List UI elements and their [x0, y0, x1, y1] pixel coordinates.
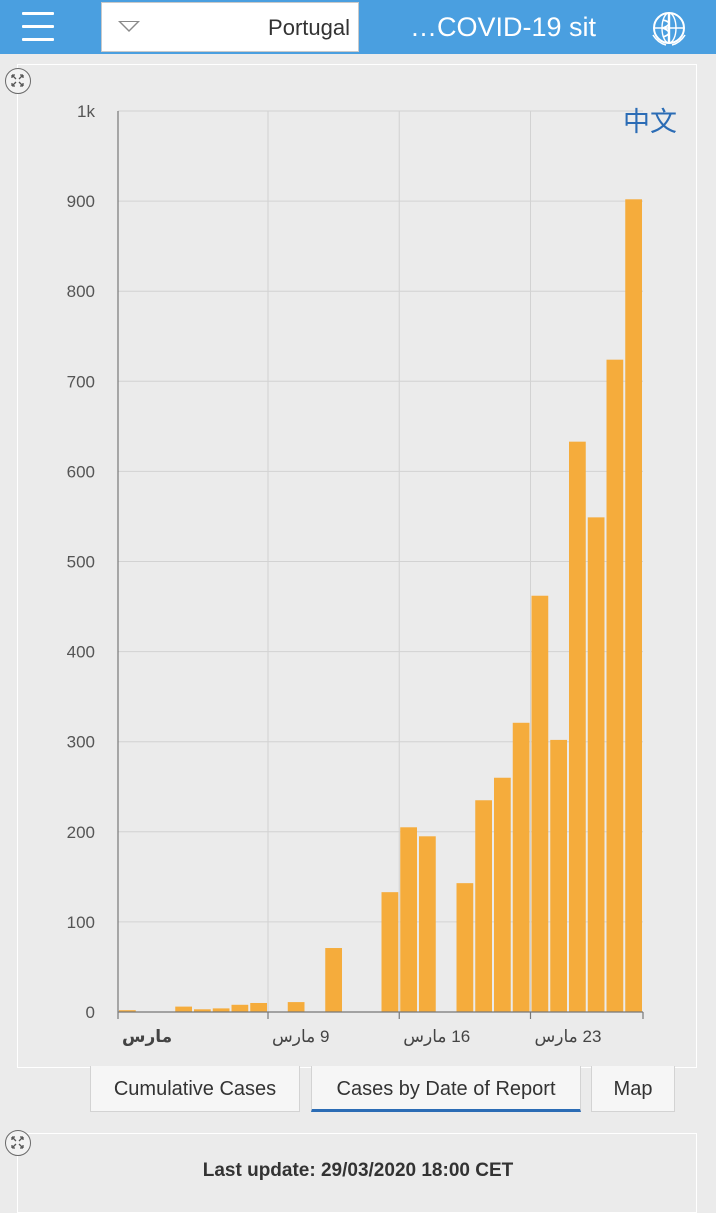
- bar[interactable]: [231, 1004, 249, 1012]
- y-tick-label: 900: [67, 192, 95, 211]
- bar[interactable]: [119, 1010, 136, 1012]
- bar[interactable]: [250, 1002, 267, 1012]
- hamburger-menu-icon[interactable]: [14, 10, 62, 44]
- bar[interactable]: [400, 827, 417, 1012]
- bar[interactable]: [494, 777, 511, 1012]
- bar[interactable]: [194, 1009, 211, 1012]
- bar[interactable]: [456, 883, 474, 1012]
- expand-arrows-icon[interactable]: [5, 68, 31, 94]
- country-select[interactable]: Portugal: [101, 2, 359, 52]
- chart-axes: [117, 111, 644, 1019]
- x-tick-label: 16 مارس: [403, 1027, 470, 1046]
- tab-cases-by-date-of-report[interactable]: Cases by Date of Report: [311, 1066, 581, 1112]
- chevron-down-icon: [118, 21, 140, 32]
- y-tick-label: 500: [67, 553, 95, 572]
- app-title: …COVID-19 sit: [410, 12, 597, 42]
- y-tick-label: 0: [86, 1003, 95, 1022]
- language-link-chinese[interactable]: 中文: [623, 107, 677, 138]
- bar[interactable]: [531, 595, 549, 1012]
- expand-arrows-icon[interactable]: [5, 1130, 31, 1156]
- bar[interactable]: [625, 199, 642, 1013]
- bar[interactable]: [325, 948, 342, 1012]
- country-select-value: Portugal: [268, 15, 350, 40]
- x-tick-label: مارس: [122, 1027, 172, 1046]
- y-tick-label: 800: [67, 282, 95, 301]
- tab-cumulative-cases[interactable]: Cumulative Cases: [90, 1066, 300, 1112]
- bar[interactable]: [287, 1002, 305, 1012]
- last-update-text: Last update: 29/03/2020 18:00 CET: [202, 1160, 514, 1181]
- bar[interactable]: [512, 722, 530, 1012]
- tab-map[interactable]: Map: [591, 1066, 675, 1112]
- y-axis-labels: 0 100 200 300 400 500 600 700 800 900 1k: [67, 102, 96, 1022]
- y-tick-label: 1k: [77, 102, 95, 121]
- bar[interactable]: [569, 441, 586, 1012]
- x-tick-label: 23 مارس: [535, 1027, 602, 1046]
- who-emblem-icon: [652, 12, 686, 46]
- bar[interactable]: [381, 892, 399, 1012]
- bar[interactable]: [212, 1008, 230, 1012]
- app-header: Portugal …COVID-19 sit: [0, 0, 716, 54]
- bar[interactable]: [419, 836, 436, 1012]
- chart-bars: [119, 199, 642, 1013]
- chart-grid: [118, 110, 643, 1013]
- cases-bar-chart: 0 100 200 300 400 500 600 700 800 900 1k مارس 9 مار…: [67, 102, 644, 1046]
- y-tick-label: 100: [67, 913, 95, 932]
- x-tick-label: 9 مارس: [272, 1027, 329, 1046]
- y-tick-label: 400: [67, 643, 95, 662]
- y-tick-label: 300: [67, 733, 95, 752]
- y-tick-label: 200: [67, 823, 95, 842]
- y-tick-label: 600: [67, 462, 95, 481]
- bar[interactable]: [175, 1006, 192, 1012]
- x-axis-labels: مارس 9 مارس 16 مارس 23 مارس: [122, 1027, 601, 1046]
- bar[interactable]: [475, 800, 492, 1012]
- bar[interactable]: [550, 739, 567, 1012]
- bar[interactable]: [587, 517, 605, 1012]
- bar[interactable]: [606, 359, 624, 1012]
- y-tick-label: 700: [67, 372, 95, 391]
